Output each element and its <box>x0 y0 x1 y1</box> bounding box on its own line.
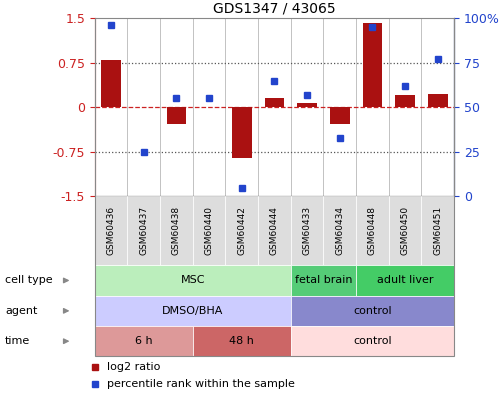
Bar <box>291 296 454 326</box>
Bar <box>297 103 317 107</box>
Bar <box>101 60 121 107</box>
Bar <box>95 196 127 265</box>
Text: cell type: cell type <box>5 275 52 286</box>
Bar <box>356 265 454 296</box>
Text: GSM60440: GSM60440 <box>205 207 214 255</box>
Text: MSC: MSC <box>181 275 205 286</box>
Bar <box>323 196 356 265</box>
Bar <box>193 326 291 356</box>
Bar <box>395 96 415 107</box>
Bar <box>291 326 454 356</box>
Bar <box>95 326 193 356</box>
Bar <box>291 265 356 296</box>
Text: GSM60433: GSM60433 <box>302 206 311 256</box>
Bar <box>422 196 454 265</box>
Text: percentile rank within the sample: percentile rank within the sample <box>107 379 295 389</box>
Text: 6 h: 6 h <box>135 336 153 346</box>
Text: control: control <box>353 336 392 346</box>
Text: GSM60450: GSM60450 <box>401 206 410 256</box>
Bar <box>330 107 350 124</box>
Text: log2 ratio: log2 ratio <box>107 362 161 371</box>
Bar <box>389 196 422 265</box>
Bar <box>232 107 251 158</box>
Bar <box>291 196 323 265</box>
Text: fetal brain: fetal brain <box>295 275 352 286</box>
Text: DMSO/BHA: DMSO/BHA <box>162 306 224 316</box>
Text: GSM60442: GSM60442 <box>238 207 247 255</box>
Bar <box>95 18 454 356</box>
Bar <box>160 196 193 265</box>
Text: control: control <box>353 306 392 316</box>
Bar <box>226 196 258 265</box>
Bar <box>428 94 448 107</box>
Bar <box>95 296 291 326</box>
Bar <box>264 98 284 107</box>
Bar <box>127 196 160 265</box>
Text: 48 h: 48 h <box>230 336 254 346</box>
Bar <box>167 107 186 124</box>
Text: GSM60444: GSM60444 <box>270 207 279 255</box>
Text: GSM60434: GSM60434 <box>335 207 344 255</box>
Bar <box>258 196 291 265</box>
Bar <box>356 196 389 265</box>
Bar <box>95 265 291 296</box>
Text: time: time <box>5 336 30 346</box>
Bar <box>193 196 226 265</box>
Text: adult liver: adult liver <box>377 275 433 286</box>
Text: GSM60436: GSM60436 <box>107 206 116 256</box>
Text: GSM60451: GSM60451 <box>433 206 442 256</box>
Title: GDS1347 / 43065: GDS1347 / 43065 <box>213 2 336 16</box>
Text: agent: agent <box>5 306 37 316</box>
Text: GSM60448: GSM60448 <box>368 207 377 255</box>
Text: GSM60437: GSM60437 <box>139 206 148 256</box>
Text: GSM60438: GSM60438 <box>172 206 181 256</box>
Bar <box>363 23 382 107</box>
